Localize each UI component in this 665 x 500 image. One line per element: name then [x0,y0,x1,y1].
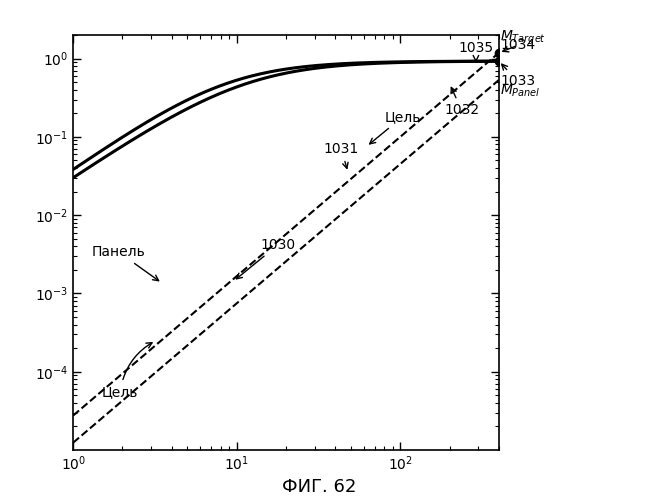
Text: Цель: Цель [370,110,421,144]
Text: $M_{Target}$: $M_{Target}$ [500,29,546,47]
Text: $M_{Panel}$: $M_{Panel}$ [500,82,541,98]
Text: 1030: 1030 [237,238,296,279]
Text: Панель: Панель [92,245,159,280]
Text: 1033: 1033 [500,64,535,88]
Text: 1032: 1032 [444,88,479,117]
Text: 1035: 1035 [458,42,493,62]
Text: 1034: 1034 [500,38,535,52]
Text: 1031: 1031 [324,142,359,169]
Text: Цель: Цель [102,342,152,399]
Text: ФИГ. 62: ФИГ. 62 [282,478,356,496]
